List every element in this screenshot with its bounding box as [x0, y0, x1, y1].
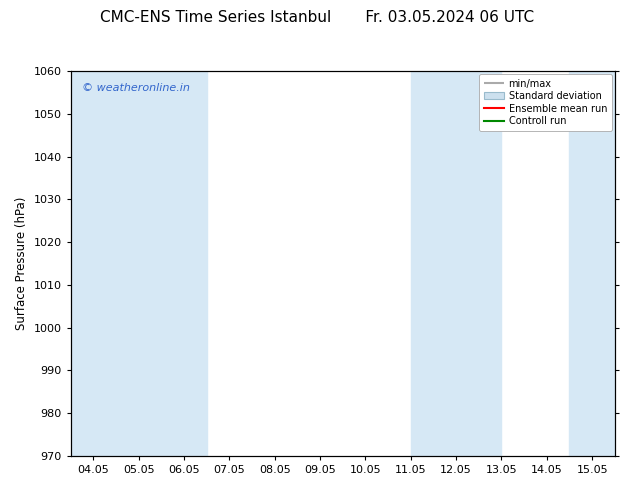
Text: © weatheronline.in: © weatheronline.in	[82, 83, 190, 93]
Y-axis label: Surface Pressure (hPa): Surface Pressure (hPa)	[15, 197, 28, 330]
Legend: min/max, Standard deviation, Ensemble mean run, Controll run: min/max, Standard deviation, Ensemble me…	[479, 74, 612, 131]
Text: CMC-ENS Time Series Istanbul       Fr. 03.05.2024 06 UTC: CMC-ENS Time Series Istanbul Fr. 03.05.2…	[100, 10, 534, 25]
Bar	[569, 71, 615, 456]
Bar	[411, 71, 501, 456]
Bar	[71, 71, 207, 456]
